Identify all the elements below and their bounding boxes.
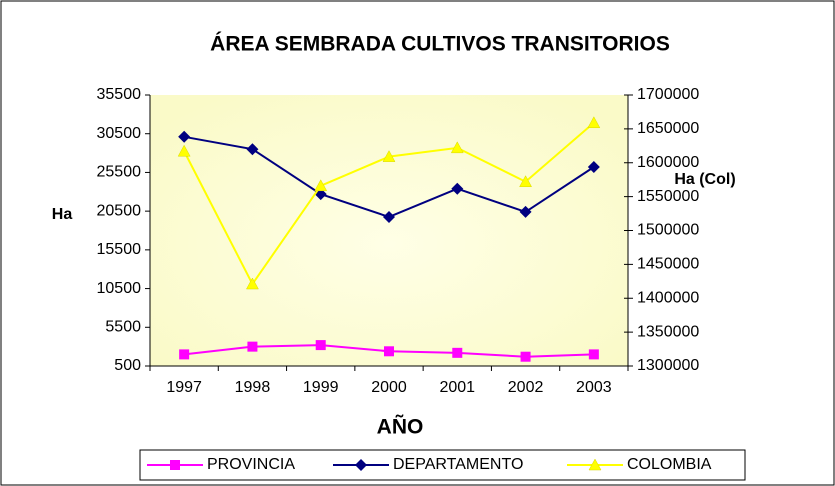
x-tick-label: 1997	[166, 379, 202, 396]
point	[355, 459, 367, 471]
y2-tick-label: 1300000	[637, 357, 699, 374]
point	[382, 150, 396, 162]
legend-label: PROVINCIA	[207, 456, 295, 473]
y2-tick-label: 1700000	[637, 86, 699, 103]
y-tick-label: 25500	[97, 164, 142, 181]
point	[170, 460, 180, 470]
y2-tick-label: 1450000	[637, 256, 699, 273]
x-tick-label: 2002	[508, 379, 544, 396]
point	[587, 116, 601, 129]
point	[246, 277, 259, 290]
x-tick-label: 1999	[303, 379, 339, 396]
x-axis-label: AÑO	[377, 416, 424, 439]
y2-axis-label: Ha (Col)	[674, 171, 735, 188]
point	[588, 458, 602, 471]
legend	[139, 449, 746, 481]
x-tick-label: 2003	[576, 379, 612, 396]
point	[520, 351, 531, 362]
point	[452, 347, 463, 358]
x-tick-label: 2001	[439, 379, 475, 396]
point	[384, 346, 394, 357]
y2-tick-label: 1400000	[637, 289, 699, 306]
point	[450, 141, 464, 154]
y-tick-label: 5500	[105, 319, 141, 336]
point	[587, 161, 600, 174]
x-tick-label: 1998	[235, 379, 271, 396]
point	[314, 179, 328, 192]
point	[177, 144, 191, 157]
point	[246, 143, 259, 156]
y2-tick-label: 1650000	[637, 120, 699, 137]
y-tick-label: 35500	[97, 86, 142, 103]
point	[588, 349, 599, 360]
y-tick-label: 30500	[97, 125, 142, 142]
plot-area	[150, 95, 628, 366]
point	[247, 341, 258, 352]
y-tick-label: 20500	[97, 202, 142, 219]
y2-tick-label: 1550000	[637, 188, 699, 205]
point	[519, 205, 532, 218]
legend-label: COLOMBIA	[627, 456, 712, 473]
point	[383, 210, 395, 223]
point	[451, 182, 464, 195]
y2-tick-label: 1350000	[637, 323, 699, 340]
point	[315, 340, 326, 351]
x-tick-label: 2000	[371, 379, 407, 396]
point	[179, 349, 190, 360]
y-tick-label: 15500	[97, 241, 142, 258]
y-axis-label: Ha	[52, 206, 73, 223]
point	[519, 175, 532, 187]
y-tick-label: 500	[114, 357, 141, 374]
legend-label: DEPARTAMENTO	[393, 456, 523, 473]
y-tick-label: 10500	[97, 280, 142, 297]
chart-title: ÁREA SEMBRADA CULTIVOS TRANSITORIOS	[210, 33, 670, 56]
y2-tick-label: 1500000	[637, 222, 699, 239]
y2-tick-label: 1600000	[637, 154, 699, 171]
point	[178, 130, 191, 143]
